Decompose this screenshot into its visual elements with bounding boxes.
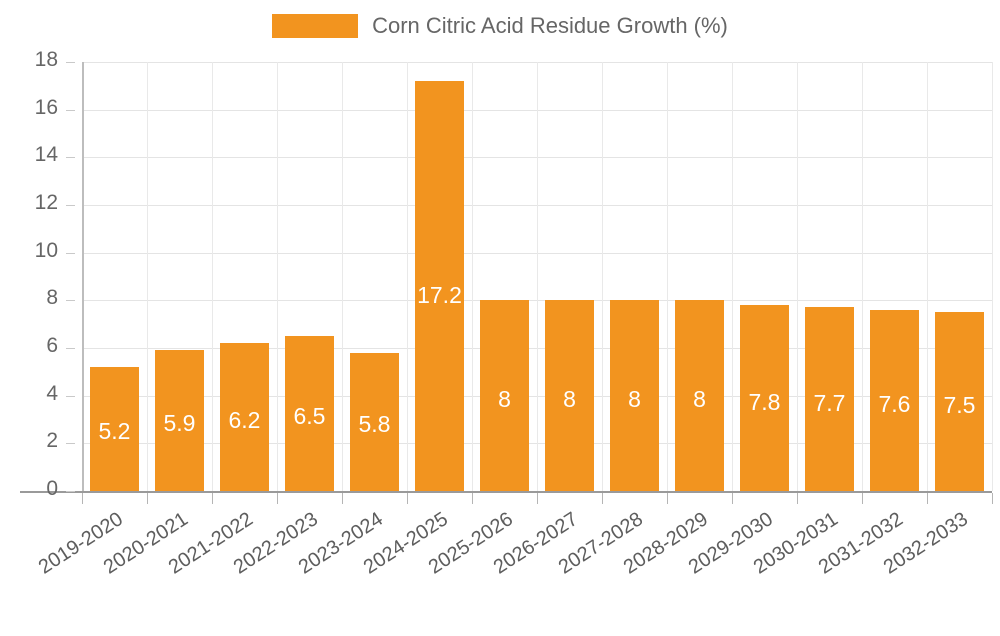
legend-color-swatch [272,14,359,38]
y-axis-tick-label: 6 [46,334,58,357]
x-axis-tick-mark [862,493,863,504]
x-axis-line [20,491,992,493]
x-axis-tick-mark [602,493,603,504]
gridline-vertical [147,62,148,491]
bar-value-label: 8 [563,386,576,413]
y-axis-tick-mark [66,395,75,397]
gridline-vertical [277,62,278,491]
y-axis-tick-label: 0 [46,477,58,500]
bar[interactable] [349,352,400,491]
gridline-vertical [667,62,668,491]
bar-value-label: 5.9 [163,410,196,437]
y-axis-tick-mark [66,348,75,349]
bar[interactable] [804,307,855,491]
chart-legend: Corn Citric Acid Residue Growth (%) [0,14,1000,38]
x-axis-tick-mark [147,493,148,504]
x-axis-tick-mark [212,493,213,504]
y-axis-tick-label: 12 [34,191,58,214]
y-axis-tick-mark [66,157,75,159]
bar[interactable] [609,300,660,491]
x-axis-tick-mark [797,493,798,504]
x-axis-tick-mark [342,493,343,504]
x-axis-tick-mark [732,493,733,504]
y-axis-tick-label: 8 [46,286,58,310]
gridline-vertical [537,62,538,491]
y-axis-tick-label: 2 [46,429,58,453]
bar[interactable] [154,350,205,491]
bar[interactable] [869,309,920,491]
bar[interactable] [934,312,985,491]
bar-value-label: 6.5 [293,403,326,430]
y-axis-tick-mark [66,491,75,492]
bar-series: 5.2 5.9 6.2 6.5 5.8 17.2 8 8 8 8 7.8 7.7 7.6 7.5 [82,62,992,491]
bar-value-label: 8 [693,386,706,413]
bar[interactable] [219,343,270,491]
bar[interactable] [674,300,725,491]
gridline-vertical [862,62,863,491]
bar-value-label: 8 [498,386,511,413]
y-axis-tick-mark [66,62,75,63]
x-axis-tick-mark [667,493,668,504]
y-axis-tick-label: 10 [34,238,58,262]
gridline-vertical [407,62,408,491]
legend-series-label: Corn Citric Acid Residue Growth (%) [372,13,728,38]
bar[interactable] [414,81,465,491]
y-axis-tick-mark [66,252,75,254]
y-axis-tick-mark [66,300,75,302]
bar[interactable] [89,367,140,491]
bar-value-label: 7.8 [748,388,781,415]
gridline-vertical [472,62,473,491]
y-axis-line [82,62,84,492]
bar-chart: Corn Citric Acid Residue Growth (%) 0 2 4 6… [0,13,1000,579]
bar-value-label: 7.5 [943,392,976,419]
bar-value-label: 7.6 [878,390,911,417]
bar[interactable] [284,336,335,491]
gridline-vertical [927,62,928,491]
bar-value-label: 8 [628,386,641,413]
bar-value-label: 17.2 [417,282,462,309]
x-axis-tick-mark [992,493,993,504]
gridline-vertical [992,62,993,491]
x-axis-tick-mark [472,493,473,504]
bar[interactable] [739,305,790,491]
x-axis-tick-mark [537,493,538,504]
y-axis-tick-label: 18 [34,48,58,71]
bar-value-label: 6.2 [228,406,261,433]
x-axis-tick-mark [407,493,408,504]
bar-value-label: 5.8 [358,411,391,438]
bar[interactable] [544,300,595,491]
plot-area [82,62,993,492]
y-axis-tick-label: 4 [46,381,58,405]
gridline-vertical [342,62,343,491]
bar-value-label: 7.7 [813,389,846,416]
y-axis-tick-label: 14 [34,143,58,167]
gridline-vertical [797,62,798,491]
x-axis-tick-mark [927,493,928,504]
x-axis-tick-mark [277,493,278,504]
y-axis-tick-mark [66,109,75,111]
gridline-vertical [602,62,603,491]
gridline-vertical [212,62,213,491]
gridline-vertical [732,62,733,491]
bar[interactable] [479,300,530,491]
y-axis-tick-label: 16 [34,95,58,119]
y-axis-tick-mark [66,443,75,445]
bar-value-label: 5.2 [98,418,131,445]
y-axis-tick-mark [66,205,75,206]
x-axis-tick-mark [82,493,83,504]
